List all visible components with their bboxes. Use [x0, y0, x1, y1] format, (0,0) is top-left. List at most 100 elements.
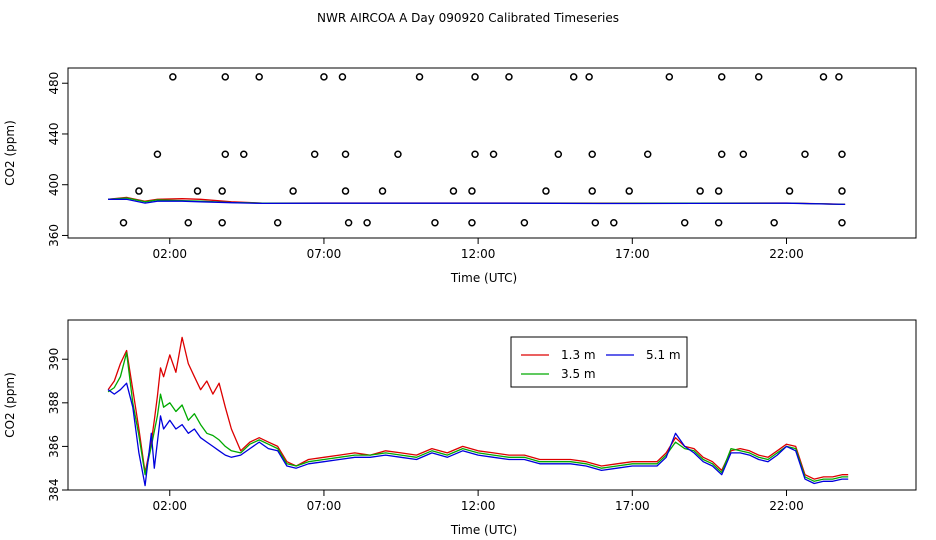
scatter-point — [680, 219, 689, 227]
scatter-point — [468, 187, 476, 195]
scatter-point — [221, 73, 230, 81]
scatter-point — [489, 150, 498, 159]
bottom-x-tick-label: 12:00 — [461, 499, 496, 513]
scatter-point — [341, 150, 350, 159]
scatter-point — [415, 73, 424, 81]
scatter-point — [770, 219, 778, 227]
top-y-axis: 360 400 440 480 — [47, 72, 68, 247]
scatter-point — [255, 73, 263, 81]
top-y-tick-label: 480 — [47, 72, 61, 95]
top-y-axis-label: CO2 (ppm) — [3, 120, 17, 186]
scatter-point — [363, 219, 371, 227]
bottom-series-5-1-m — [107, 382, 849, 487]
bottom-y-tick-label: 384 — [47, 479, 61, 502]
legend-label: 3.5 m — [561, 367, 596, 381]
bottom-y-axis-label: CO2 (ppm) — [3, 372, 17, 438]
bottom-x-axis: 02:00 07:00 12:00 17:00 22:00 — [152, 490, 804, 513]
scatter-point — [625, 187, 633, 195]
scatter-point — [717, 150, 726, 159]
scatter-point — [588, 150, 596, 159]
scatter-point — [394, 150, 402, 159]
scatter-point — [468, 219, 476, 227]
scatter-point — [754, 73, 763, 81]
scatter-point — [588, 187, 596, 195]
scatter-point — [471, 150, 479, 159]
scatter-point — [717, 73, 726, 81]
legend: 1.3 m 3.5 m 5.1 m — [510, 336, 688, 388]
bottom-series-lines — [107, 336, 849, 487]
scatter-point — [218, 219, 226, 227]
scatter-point — [819, 73, 828, 81]
scatter-point — [193, 187, 202, 195]
scatter-point — [310, 150, 319, 159]
bottom-plot-frame — [67, 319, 917, 491]
scatter-point — [221, 150, 230, 159]
scatter-point — [240, 150, 248, 159]
bottom-series-3-5-m — [107, 352, 849, 482]
top-x-tick-label: 02:00 — [152, 247, 187, 261]
scatter-point — [838, 219, 846, 227]
bottom-y-axis: 384 386 388 390 — [47, 348, 68, 502]
scatter-point — [585, 73, 593, 81]
scatter-point — [289, 187, 297, 195]
scatter-point — [431, 219, 439, 227]
scatter-point — [554, 150, 563, 159]
bottom-x-tick-label: 17:00 — [615, 499, 650, 513]
top-x-axis: 02:00 07:00 12:00 17:00 22:00 — [152, 238, 804, 261]
scatter-point — [273, 219, 282, 227]
legend-label: 1.3 m — [561, 348, 596, 362]
scatter-point — [739, 150, 748, 159]
top-series-lines — [108, 196, 846, 206]
top-y-tick-label: 360 — [47, 224, 61, 247]
bottom-y-tick-label: 390 — [47, 348, 61, 371]
top-x-tick-label: 07:00 — [307, 247, 342, 261]
scatter-point — [835, 73, 843, 81]
scatter-point — [520, 219, 529, 227]
chart-title: NWR AIRCOA A Day 090920 Calibrated Times… — [317, 11, 619, 25]
top-scatter-points — [119, 73, 846, 227]
scatter-point — [542, 187, 550, 195]
scatter-point — [505, 73, 513, 81]
scatter-point — [471, 73, 479, 81]
top-x-tick-label: 22:00 — [769, 247, 804, 261]
legend-label: 5.1 m — [646, 348, 681, 362]
top-panel: 02:00 07:00 12:00 17:00 22:00 360 400 440 480 T… — [3, 67, 917, 285]
top-plot-frame — [67, 67, 917, 239]
top-y-tick-label: 440 — [47, 123, 61, 146]
top-x-axis-label: Time (UTC) — [450, 271, 517, 285]
scatter-point — [184, 219, 193, 227]
scatter-point — [714, 187, 723, 195]
scatter-point — [218, 187, 226, 195]
scatter-point — [785, 187, 794, 195]
scatter-point — [610, 219, 618, 227]
scatter-point — [338, 73, 347, 81]
scatter-point — [135, 187, 143, 195]
scatter-point — [569, 73, 578, 81]
bottom-series-1-3-m — [107, 336, 849, 480]
scatter-point — [801, 150, 809, 159]
bottom-x-tick-label: 07:00 — [307, 499, 342, 513]
bottom-panel: 02:00 07:00 12:00 17:00 22:00 384 386 388 390 T… — [3, 319, 917, 537]
scatter-point — [119, 219, 128, 227]
legend-box — [510, 336, 688, 388]
bottom-x-tick-label: 02:00 — [152, 499, 187, 513]
top-series-5-1-m — [108, 198, 846, 206]
scatter-point — [714, 219, 723, 227]
scatter-point — [378, 187, 387, 195]
bottom-y-tick-label: 388 — [47, 391, 61, 414]
scatter-point — [696, 187, 704, 195]
scatter-point — [320, 73, 328, 81]
scatter-point — [643, 150, 652, 159]
scatter-point — [591, 219, 600, 227]
scatter-point — [153, 150, 162, 159]
scatter-point — [341, 187, 350, 195]
scatter-point — [169, 73, 177, 81]
bottom-x-tick-label: 22:00 — [769, 499, 804, 513]
scatter-point — [665, 73, 674, 81]
scatter-point — [838, 150, 846, 159]
bottom-x-axis-label: Time (UTC) — [450, 523, 517, 537]
top-y-tick-label: 400 — [47, 173, 61, 196]
bottom-y-tick-label: 386 — [47, 435, 61, 458]
top-x-tick-label: 12:00 — [461, 247, 496, 261]
